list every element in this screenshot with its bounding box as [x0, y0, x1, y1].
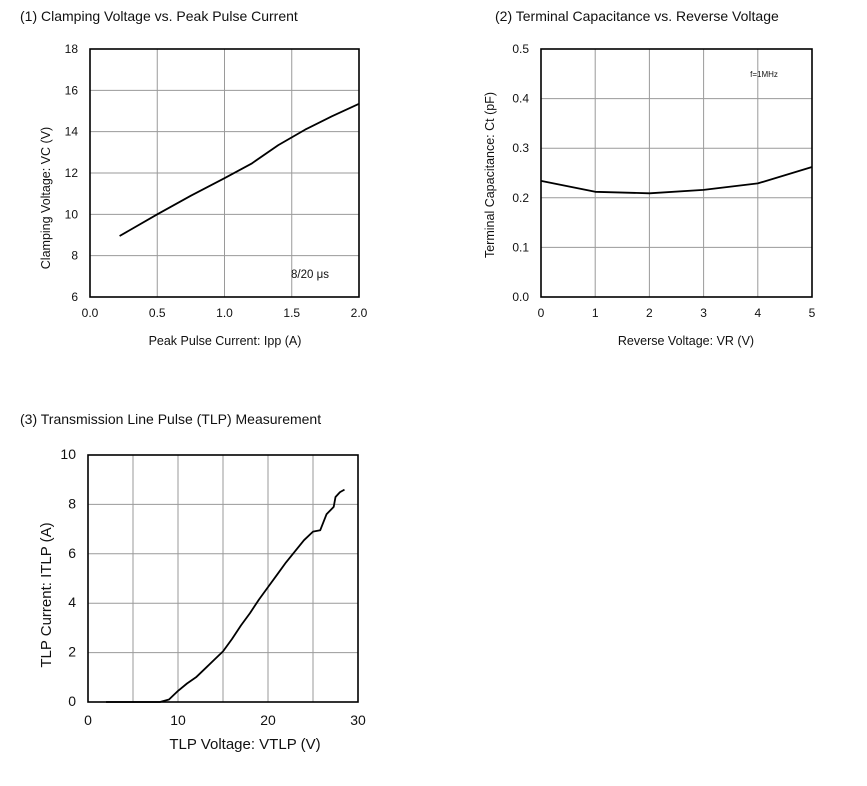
- y-axis-label: TLP Current: ITLP (A): [38, 522, 55, 667]
- x-tick-label: 30: [350, 712, 366, 728]
- y-tick-label: 10: [65, 207, 79, 221]
- x-tick-label: 2: [646, 306, 653, 320]
- y-tick-label: 4: [68, 594, 76, 610]
- x-tick-label: 20: [260, 712, 276, 728]
- plot-frame: [87, 454, 359, 703]
- y-tick-label: 0.3: [512, 141, 529, 155]
- y-tick-label: 0.0: [512, 290, 529, 304]
- x-tick-label: 0.5: [149, 306, 166, 320]
- x-tick-label: 0: [538, 306, 545, 320]
- x-tick-label: 1.5: [283, 306, 300, 320]
- chart-title: (1) Clamping Voltage vs. Peak Pulse Curr…: [20, 8, 298, 24]
- y-tick-label: 6: [71, 290, 78, 304]
- y-tick-label: 16: [65, 83, 79, 97]
- series-line: [119, 102, 360, 237]
- chart-1: (1) Clamping Voltage vs. Peak Pulse Curr…: [20, 8, 368, 348]
- x-tick-label: 3: [700, 306, 707, 320]
- y-tick-label: 0.5: [512, 42, 529, 56]
- series-line: [540, 166, 813, 195]
- y-tick-label: 14: [65, 125, 79, 139]
- chart-title: (3) Transmission Line Pulse (TLP) Measur…: [20, 411, 321, 427]
- y-tick-label: 8: [68, 495, 76, 511]
- chart-title: (2) Terminal Capacitance vs. Reverse Vol…: [495, 8, 779, 24]
- y-axis-label: Clamping Voltage: VC (V): [39, 127, 53, 269]
- y-tick-label: 10: [60, 446, 76, 462]
- x-tick-label: 10: [170, 712, 186, 728]
- y-tick-label: 8: [71, 249, 78, 263]
- chart-3: (3) Transmission Line Pulse (TLP) Measur…: [20, 411, 366, 753]
- x-axis-label: Peak Pulse Current: Ipp (A): [149, 334, 302, 348]
- y-tick-label: 0: [68, 693, 76, 709]
- y-tick-label: 12: [65, 166, 79, 180]
- x-axis-label: Reverse Voltage: VR (V): [618, 334, 754, 348]
- plot-frame: [89, 48, 360, 298]
- y-tick-label: 6: [68, 545, 76, 561]
- x-tick-label: 0: [84, 712, 92, 728]
- x-tick-label: 1.0: [216, 306, 233, 320]
- plot-frame: [540, 48, 813, 298]
- y-tick-label: 2: [68, 644, 76, 660]
- chart-annotation: 8/20 μs: [291, 269, 329, 281]
- x-tick-label: 2.0: [351, 306, 368, 320]
- chart-2: (2) Terminal Capacitance vs. Reverse Vol…: [483, 8, 816, 348]
- y-tick-label: 0.2: [512, 191, 529, 205]
- y-tick-label: 0.1: [512, 240, 529, 254]
- series-line: [106, 488, 345, 703]
- x-tick-label: 1: [592, 306, 599, 320]
- y-axis-label: Terminal Capacitance: Ct (pF): [483, 92, 497, 258]
- x-axis-label: TLP Voltage: VTLP (V): [169, 736, 320, 753]
- x-tick-label: 4: [754, 306, 761, 320]
- y-tick-label: 0.4: [512, 92, 529, 106]
- chart-annotation: f=1MHz: [750, 70, 778, 79]
- x-tick-label: 0.0: [82, 306, 99, 320]
- x-tick-label: 5: [809, 306, 816, 320]
- y-tick-label: 18: [65, 42, 79, 56]
